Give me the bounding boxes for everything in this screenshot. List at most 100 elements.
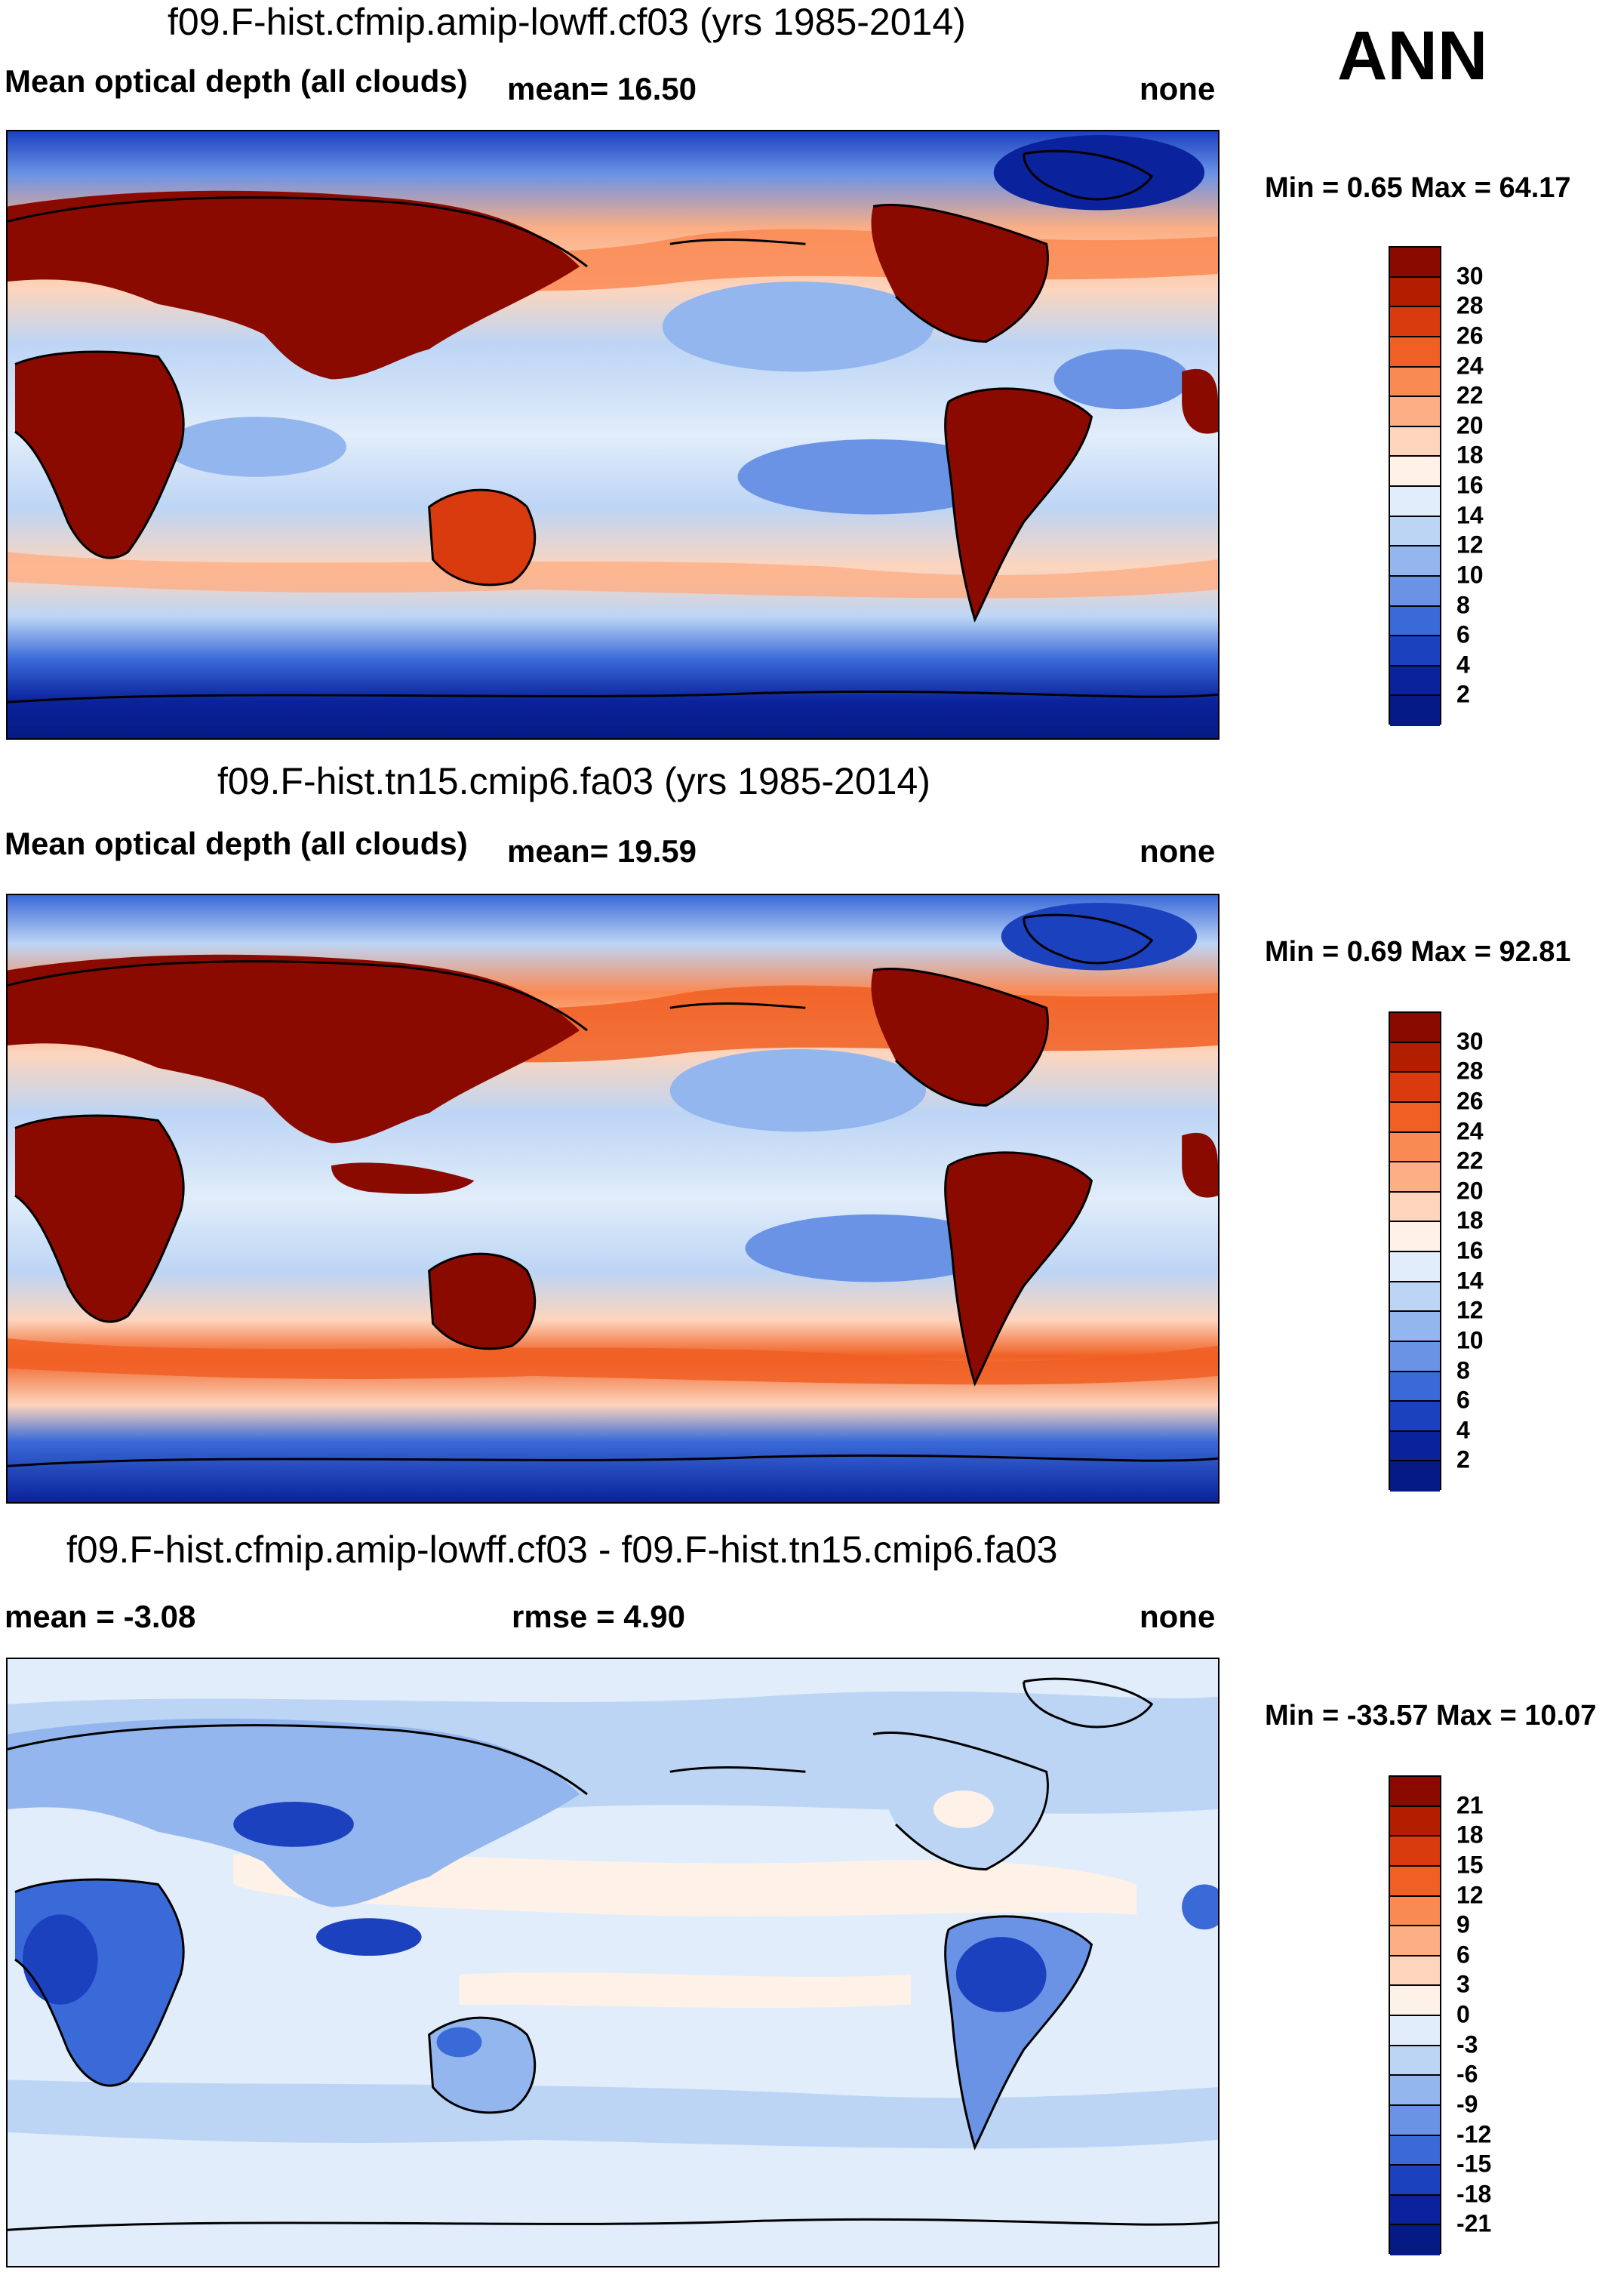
colorbar-cell bbox=[1390, 1372, 1440, 1402]
colorbar-cell bbox=[1390, 1956, 1440, 1987]
panel-3-mean-label: mean = -3.08 bbox=[5, 1599, 196, 1634]
colorbar-cell bbox=[1390, 2076, 1440, 2106]
colorbar-cell bbox=[1390, 2195, 1440, 2226]
colorbar-tick-label: 26 bbox=[1456, 1087, 1484, 1115]
season-label: ANN bbox=[1337, 17, 1488, 94]
panel-2-colorbar: 30 28 26 24 22 20 18 16 14 12 10 8 6 4 2 bbox=[1389, 1011, 1484, 1492]
panel-3-colorbar-box bbox=[1389, 1775, 1441, 2255]
colorbar-tick-label: 12 bbox=[1456, 531, 1484, 559]
panel-1-mean-label: mean= 16.50 bbox=[507, 71, 697, 106]
colorbar-cell bbox=[1390, 2105, 1440, 2136]
colorbar-cell bbox=[1390, 1461, 1440, 1492]
colorbar-cell bbox=[1390, 1252, 1440, 1282]
colorbar-cell bbox=[1390, 1312, 1440, 1342]
panel-1-variable-label: Mean optical depth (all clouds) bbox=[5, 63, 468, 99]
colorbar-tick-label: 10 bbox=[1456, 1326, 1484, 1354]
colorbar-cell bbox=[1390, 1926, 1440, 1956]
panel-3-minmax: Min = -33.57 Max = 10.07 bbox=[1265, 1700, 1597, 1732]
panel-2-variable-label: Mean optical depth (all clouds) bbox=[5, 826, 468, 861]
colorbar-cell bbox=[1390, 1866, 1440, 1897]
colorbar-cell bbox=[1390, 636, 1440, 667]
panel-3-rmse-label: rmse = 4.90 bbox=[512, 1599, 686, 1634]
colorbar-tick-label: 2 bbox=[1456, 1445, 1470, 1473]
colorbar-cell bbox=[1390, 606, 1440, 637]
colorbar-tick-label: -15 bbox=[1456, 2150, 1492, 2178]
colorbar-tick-label: 6 bbox=[1456, 1386, 1470, 1414]
colorbar-cell bbox=[1390, 1341, 1440, 1372]
panel-2-minmax: Min = 0.69 Max = 92.81 bbox=[1265, 936, 1571, 968]
colorbar-cell bbox=[1390, 248, 1440, 278]
colorbar-cell bbox=[1390, 1402, 1440, 1432]
colorbar-cell bbox=[1390, 2135, 1440, 2166]
colorbar-cell bbox=[1390, 1192, 1440, 1223]
colorbar-cell bbox=[1390, 1073, 1440, 1103]
colorbar-cell bbox=[1390, 1836, 1440, 1867]
colorbar-tick-label: 28 bbox=[1456, 1057, 1484, 1085]
colorbar-cell bbox=[1390, 457, 1440, 487]
colorbar-cell bbox=[1390, 2046, 1440, 2077]
colorbar-cell bbox=[1390, 2166, 1440, 2196]
colorbar-tick-label: 15 bbox=[1456, 1851, 1484, 1879]
colorbar-cell bbox=[1390, 426, 1440, 457]
colorbar-tick-label: 20 bbox=[1456, 1177, 1484, 1205]
colorbar-tick-label: -3 bbox=[1456, 2030, 1478, 2058]
panel-2-map bbox=[6, 894, 1220, 1504]
colorbar-tick-label: 16 bbox=[1456, 1236, 1484, 1264]
colorbar-tick-label: 14 bbox=[1456, 501, 1484, 529]
panel-1-colorbar: 30 28 26 24 22 20 18 16 14 12 10 8 6 4 2 bbox=[1389, 246, 1484, 726]
colorbar-tick-label: 8 bbox=[1456, 1356, 1470, 1384]
colorbar-tick-label: 10 bbox=[1456, 561, 1484, 589]
colorbar-cell bbox=[1390, 2225, 1440, 2255]
colorbar-cell bbox=[1390, 576, 1440, 607]
panel-1-units-label: none bbox=[1140, 71, 1216, 106]
colorbar-cell bbox=[1390, 487, 1440, 517]
colorbar-cell bbox=[1390, 2016, 1440, 2046]
panel-1-minmax: Min = 0.65 Max = 64.17 bbox=[1265, 172, 1571, 204]
colorbar-cell bbox=[1390, 1042, 1440, 1073]
colorbar-cell bbox=[1390, 1896, 1440, 1927]
colorbar-cell bbox=[1390, 546, 1440, 577]
panel-2-mean-label: mean= 19.59 bbox=[507, 833, 697, 869]
panel-3-map bbox=[6, 1658, 1220, 2267]
colorbar-cell bbox=[1390, 1431, 1440, 1462]
colorbar-tick-label: 30 bbox=[1456, 1027, 1484, 1055]
colorbar-cell bbox=[1390, 367, 1440, 398]
colorbar-tick-label: 24 bbox=[1456, 1117, 1484, 1144]
colorbar-cell bbox=[1390, 1162, 1440, 1193]
panel-2-title: f09.F-hist.tn15.cmip6.fa03 (yrs 1985-201… bbox=[217, 760, 930, 802]
colorbar-cell bbox=[1390, 1986, 1440, 2016]
colorbar-cell bbox=[1390, 1806, 1440, 1837]
colorbar-tick-label: 14 bbox=[1456, 1267, 1484, 1295]
colorbar-tick-label: 20 bbox=[1456, 411, 1484, 439]
colorbar-tick-label: -18 bbox=[1456, 2180, 1492, 2208]
colorbar-cell bbox=[1390, 337, 1440, 368]
colorbar-tick-label: 28 bbox=[1456, 291, 1484, 319]
panel-3-units-label: none bbox=[1140, 1599, 1216, 1634]
colorbar-tick-label: 3 bbox=[1456, 1970, 1470, 1998]
colorbar-tick-label: 8 bbox=[1456, 591, 1470, 618]
colorbar-tick-label: 12 bbox=[1456, 1296, 1484, 1324]
colorbar-tick-label: 18 bbox=[1456, 1206, 1484, 1234]
colorbar-tick-label: 12 bbox=[1456, 1881, 1484, 1908]
colorbar-tick-label: 18 bbox=[1456, 441, 1484, 469]
colorbar-cell bbox=[1390, 1777, 1440, 1807]
colorbar-cell bbox=[1390, 307, 1440, 337]
colorbar-tick-label: 18 bbox=[1456, 1821, 1484, 1849]
colorbar-tick-label: 6 bbox=[1456, 620, 1470, 648]
colorbar-cell bbox=[1390, 516, 1440, 547]
colorbar-tick-label: 6 bbox=[1456, 1941, 1470, 1969]
colorbar-cell bbox=[1390, 1282, 1440, 1313]
colorbar-tick-label: 22 bbox=[1456, 1147, 1484, 1174]
panel-1-map bbox=[6, 130, 1220, 740]
colorbar-cell bbox=[1390, 397, 1440, 427]
panel-1-title: f09.F-hist.cfmip.amip-lowff.cf03 (yrs 19… bbox=[168, 1, 966, 43]
colorbar-tick-label: 16 bbox=[1456, 471, 1484, 499]
colorbar-tick-label: 0 bbox=[1456, 2000, 1470, 2028]
colorbar-cell bbox=[1390, 696, 1440, 726]
colorbar-tick-label: -6 bbox=[1456, 2060, 1478, 2088]
colorbar-cell bbox=[1390, 277, 1440, 308]
colorbar-tick-label: 2 bbox=[1456, 680, 1470, 708]
panel-3-title: f09.F-hist.cfmip.amip-lowff.cf03 - f09.F… bbox=[66, 1529, 1058, 1571]
colorbar-tick-label: 9 bbox=[1456, 1910, 1470, 1938]
colorbar-tick-label: 22 bbox=[1456, 381, 1484, 409]
